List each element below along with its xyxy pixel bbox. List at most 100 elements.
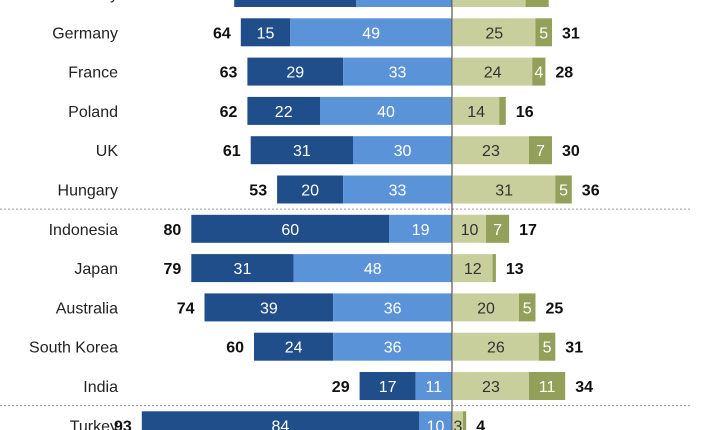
country-label: Japan: [74, 261, 118, 278]
bar-right-dark: [555, 175, 572, 204]
bar-right-light: [453, 175, 556, 204]
bar-left-dark-label: 60: [281, 222, 299, 239]
bar-right-light: [453, 332, 539, 361]
bar-right-dark: [486, 214, 510, 243]
bar-right-light-label: 25: [485, 25, 503, 42]
bar-right-dark: [525, 0, 549, 7]
right-total-label: 28: [555, 65, 573, 82]
bar-right-light-label: 20: [477, 300, 495, 317]
bar-right-light-label: 26: [487, 340, 505, 357]
country-label: Poland: [68, 104, 118, 121]
country-label: Indonesia: [49, 222, 118, 239]
bar-left-light-label: 11: [426, 379, 443, 396]
row-india: India 17 11 29 23 11 34: [83, 372, 593, 400]
left-total-label: 74: [177, 300, 195, 317]
bar-right-dark-label: 5: [539, 25, 548, 42]
row-indonesia: Indonesia 60 19 80 10 7 17: [49, 214, 537, 243]
bar-left-dark-label: 24: [285, 340, 303, 357]
right-total-label: 34: [575, 379, 593, 396]
bar-left-dark: [247, 96, 320, 125]
bar-left-dark: [254, 332, 334, 361]
bar-left-light-label: 40: [377, 104, 395, 121]
country-label: India: [83, 379, 118, 396]
bar-left-light: [293, 254, 452, 283]
right-total-label: 36: [582, 183, 600, 200]
bar-left-light-label: 33: [389, 65, 407, 82]
bar-right-light-label: 22: [480, 0, 498, 3]
bar-right-dark: [462, 411, 467, 430]
bar-right-dark-label: 7: [533, 0, 542, 3]
bar-left-dark: [240, 18, 291, 47]
bar-right-dark: [519, 293, 536, 322]
bar-left-light: [389, 214, 452, 243]
right-total-label: 4: [476, 418, 485, 430]
left-total-label: 63: [220, 65, 238, 82]
left-total-label: 80: [164, 222, 182, 239]
bar-left-light-label: 10: [427, 418, 445, 430]
bar-left-light: [333, 332, 452, 361]
bar-left-dark-label: 31: [234, 261, 252, 278]
bar-right-light-label: 14: [467, 104, 485, 121]
right-total-label: 17: [519, 222, 537, 239]
row-japan: Japan 31 48 79 12 13: [74, 254, 524, 283]
bar-right-light-label: 23: [482, 379, 500, 396]
bar-right-dark-label: 5: [559, 183, 568, 200]
left-total-label: 29: [332, 379, 350, 396]
bar-right-dark-label: 5: [543, 340, 552, 357]
bars-layer: Italy37296622729Germany15496425531France…: [29, 0, 600, 430]
bar-right-dark-label: 7: [493, 222, 502, 239]
bar-left-light: [343, 57, 452, 86]
bar-right-light-label: 31: [495, 183, 513, 200]
bar-left-light-label: 36: [384, 340, 402, 357]
bar-right-dark-label: 5: [523, 300, 532, 317]
bar-right-dark-label: 4: [534, 65, 543, 82]
row-uk: UK 31 30 61 23 7 30: [96, 136, 580, 165]
country-label: Turkey: [70, 418, 118, 430]
country-label: South Korea: [29, 340, 118, 357]
bar-right-dark: [535, 18, 552, 47]
right-total-label: 16: [516, 104, 534, 121]
left-total-label: 60: [226, 340, 244, 357]
bar-left-light-label: 33: [389, 183, 407, 200]
right-total-label: 30: [562, 143, 580, 160]
bar-left-light-label: 48: [364, 261, 382, 278]
bar-left-dark-label: 17: [379, 379, 397, 396]
row-turkey: Turkey 84 10 93 3 4: [70, 411, 485, 430]
right-total-label: 13: [506, 261, 524, 278]
row-poland: Poland 22 40 62 14 16: [68, 96, 534, 125]
bar-left-light: [343, 175, 452, 204]
bar-right-light: [453, 293, 519, 322]
bar-right-light-label: 12: [464, 261, 482, 278]
row-france: France 29 33 63 24 4 28: [68, 57, 573, 86]
bar-left-dark: [247, 57, 344, 86]
country-label: Hungary: [58, 183, 118, 200]
bar-left-dark: [141, 411, 420, 430]
bar-left-dark-label: 84: [272, 418, 290, 430]
bar-left-dark-label: 37: [286, 0, 304, 3]
bar-right-dark: [499, 96, 506, 125]
bar-left-dark: [277, 175, 344, 204]
bar-left-dark: [234, 0, 357, 7]
row-italy: Italy 37 29 66 22 7 29: [89, 0, 577, 7]
bar-right-dark: [528, 372, 566, 400]
left-total-label: 79: [164, 261, 182, 278]
country-label: France: [68, 65, 118, 82]
bar-right-light: [453, 18, 536, 47]
left-total-label: 66: [206, 0, 224, 3]
row-australia: Australia 39 36 74 20 5 25: [56, 293, 563, 322]
country-label: Australia: [56, 300, 118, 317]
bar-left-dark: [191, 254, 294, 283]
bar-right-light-label: 10: [461, 222, 479, 239]
bar-left-dark-label: 31: [293, 143, 311, 160]
left-total-label: 53: [249, 183, 267, 200]
bar-left-dark: [204, 293, 334, 322]
bar-left-light: [353, 136, 452, 165]
bar-right-dark-label: 11: [539, 379, 556, 396]
bar-left-light-label: 19: [412, 222, 430, 239]
bar-left-light: [419, 411, 452, 430]
bar-left-light: [290, 18, 452, 47]
bar-left-light: [320, 96, 452, 125]
left-total-label: 61: [223, 143, 241, 160]
bar-left-dark-label: 15: [257, 25, 275, 42]
